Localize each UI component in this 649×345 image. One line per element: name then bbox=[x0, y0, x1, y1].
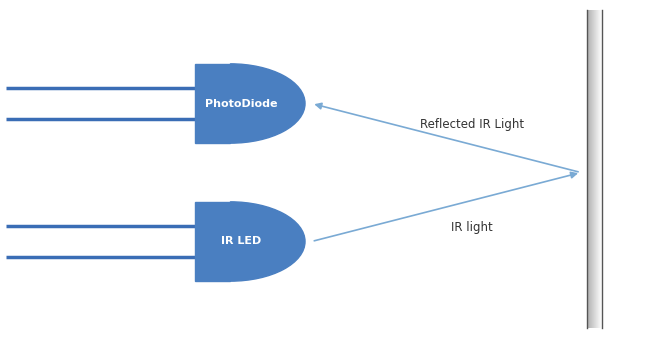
Text: Reflected IR Light: Reflected IR Light bbox=[420, 118, 524, 131]
Wedge shape bbox=[230, 202, 305, 281]
Text: PhotoDiode: PhotoDiode bbox=[205, 99, 278, 108]
Text: IR light: IR light bbox=[451, 221, 493, 234]
Text: IR LED: IR LED bbox=[221, 237, 262, 246]
Bar bbox=[195, 202, 230, 281]
Bar bbox=[195, 64, 230, 143]
Wedge shape bbox=[230, 64, 305, 143]
